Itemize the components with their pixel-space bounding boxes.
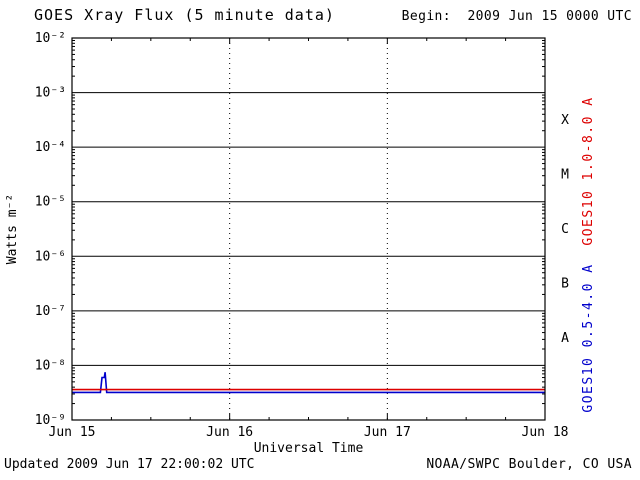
flux-class-label-M: M: [561, 167, 569, 182]
x-tick-label: Jun 18: [522, 425, 569, 440]
x-tick-label: Jun 16: [206, 425, 253, 440]
x-tick-label: Jun 15: [49, 425, 96, 440]
y-tick-label: 10⁻²: [35, 31, 66, 46]
plot-frame: [71, 37, 546, 421]
updated-timestamp: Updated 2009 Jun 17 22:00:02 UTC: [4, 457, 255, 472]
y-tick-label: 10⁻⁶: [35, 249, 66, 264]
flux-class-label-C: C: [561, 222, 569, 237]
x-tick-label: Jun 17: [364, 425, 411, 440]
y-tick-label: 10⁻⁹: [35, 413, 66, 428]
series-label-1: GOES10 1.0-8.0 A: [581, 96, 596, 245]
y-tick-label: 10⁻⁸: [35, 358, 66, 373]
flux-class-label-B: B: [561, 277, 569, 292]
y-axis-title: Watts m⁻²: [5, 194, 20, 264]
flux-class-label-X: X: [561, 113, 569, 128]
x-axis-title: Universal Time: [253, 441, 364, 456]
source-attribution: NOAA/SWPC Boulder, CO USA: [426, 457, 632, 472]
y-tick-label: 10⁻³: [35, 86, 66, 101]
flux-series-line-0: [72, 372, 545, 394]
series-label-0: GOES10 0.5-4.0 A: [581, 263, 596, 412]
y-tick-label: 10⁻⁷: [35, 304, 66, 319]
y-tick-label: 10⁻⁴: [35, 140, 66, 155]
chart-title: GOES Xray Flux (5 minute data): [34, 6, 335, 24]
y-tick-label: 10⁻⁵: [35, 195, 66, 210]
flux-class-label-A: A: [561, 331, 569, 346]
begin-timestamp: Begin: 2009 Jun 15 0000 UTC: [401, 9, 632, 24]
